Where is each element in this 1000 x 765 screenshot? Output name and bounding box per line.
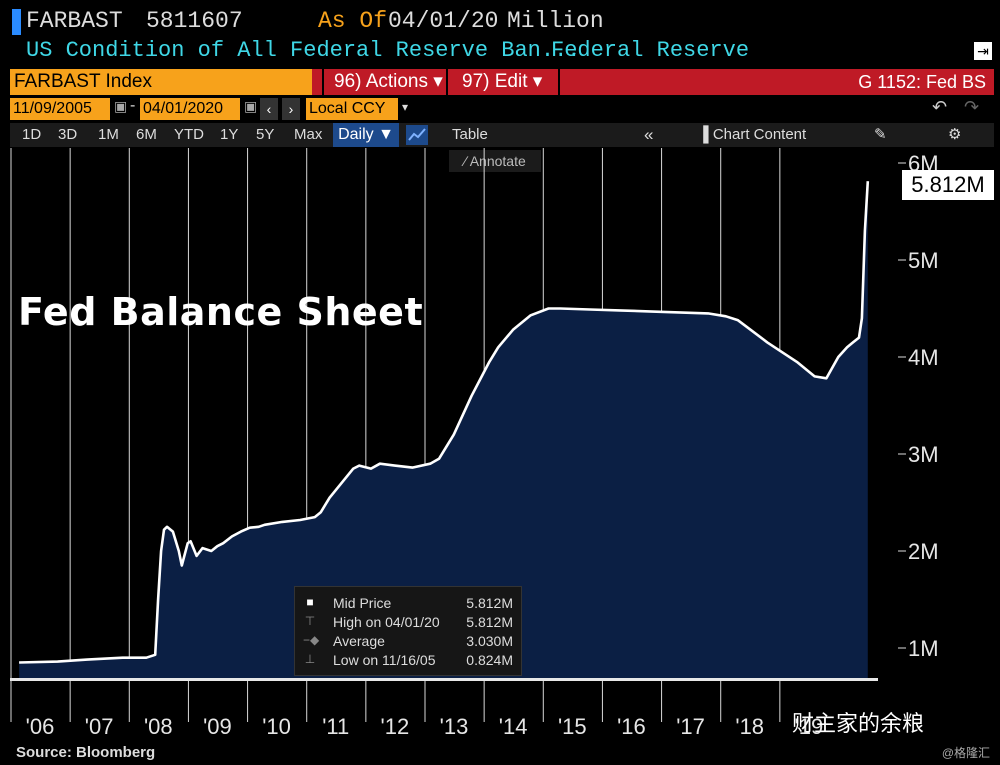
edit-menu[interactable]: 97) Edit ▾ (462, 71, 543, 92)
watermark-handle: @格隆汇 (941, 746, 990, 760)
last-value-badge: 5.812M (902, 170, 994, 200)
undo-icon[interactable]: ↶ (932, 97, 948, 117)
watermark: 财主家的余粮 (792, 711, 925, 736)
chevron-down-icon[interactable]: ▾ (402, 100, 409, 114)
timeframe-ytd[interactable]: YTD (174, 126, 204, 143)
function-code: G 1152: Fed BS (858, 72, 986, 92)
x-tick-label: '07 (85, 714, 114, 739)
x-tick-label: '11 (322, 714, 349, 739)
security-header: FARBAST 5811607 As Of 04/01/20 Million (0, 4, 1000, 36)
x-tick-label: '10 (262, 714, 291, 739)
chart-title: Fed Balance Sheet (18, 290, 424, 334)
table-button[interactable]: Table (452, 126, 488, 143)
x-tick-label: '08 (144, 714, 173, 739)
y-tick-label: 5M (908, 248, 939, 273)
chart-content-label: Chart Content (712, 126, 807, 143)
legend-box: ■ Mid Price 5.812M ⊤ High on 04/01/20 5.… (294, 586, 522, 676)
pencil-icon: ∕ (464, 153, 467, 169)
x-tick-label: '06 (26, 714, 55, 739)
x-tick-label: '17 (676, 714, 705, 739)
y-tick-label: 2M (908, 539, 939, 564)
timeframe-1m[interactable]: 1M (98, 126, 119, 143)
x-tick-label: '14 (499, 714, 528, 739)
high-marker-icon: ⊤ (304, 614, 316, 628)
export-icon[interactable]: ⇥ (974, 42, 992, 60)
y-tick-label: 1M (908, 636, 939, 661)
collapse-icon[interactable]: « (644, 125, 654, 144)
area-fill (19, 181, 868, 678)
timeframe-5y[interactable]: 5Y (256, 126, 275, 143)
start-date-input[interactable]: 11/09/2005 (10, 98, 110, 120)
x-tick-label: '12 (381, 714, 410, 739)
unit-label: Million (507, 8, 604, 34)
currency-select[interactable]: Local CCY (306, 98, 398, 120)
divider (446, 69, 448, 95)
timeframe-3d[interactable]: 3D (58, 126, 78, 143)
legend-label: Mid Price (333, 595, 392, 611)
timeframe-bar: 1D 3D 1M 6M YTD 1Y 5Y Max Daily ▼ Table … (10, 123, 994, 147)
x-axis-baseline (10, 678, 878, 681)
asof-date: 04/01/20 (388, 8, 499, 34)
prev-period-button[interactable]: ‹ (260, 98, 278, 120)
source-name: Federal Reserve (551, 38, 750, 63)
low-marker-icon: ⊥ (304, 652, 316, 666)
x-tick-label: '15 (558, 714, 587, 739)
y-tick-label: 4M (908, 345, 939, 370)
timeframe-max[interactable]: Max (294, 126, 323, 143)
legend-square-icon: ■ (306, 595, 314, 609)
x-tick-label: '13 (440, 714, 469, 739)
divider (558, 69, 560, 95)
edit-chart-icon[interactable]: ✎ (874, 126, 887, 143)
x-tick-label: '19 (795, 714, 824, 739)
legend-label: High on 04/01/20 (333, 614, 440, 630)
divider (322, 69, 324, 95)
chart-area-layer (19, 181, 870, 678)
frequency-select[interactable]: Daily ▼ (333, 123, 399, 147)
range-dash: - (130, 97, 136, 114)
legend-value: 5.812M (466, 595, 513, 611)
legend-label: Average (333, 633, 385, 649)
legend-value: 3.030M (466, 633, 513, 649)
ticker-value: 5811607 (146, 8, 243, 34)
date-range-bar: 11/09/2005 ▣ - 04/01/2020 ▣ ‹ › Local CC… (10, 97, 994, 121)
next-period-button[interactable]: › (282, 98, 300, 120)
legend-value: 0.824M (466, 652, 513, 668)
ticker-code: FARBAST (26, 8, 123, 34)
end-date-input[interactable]: 04/01/2020 (140, 98, 240, 120)
function-bar: FARBAST Index 96) Actions ▾ 97) Edit ▾ G… (10, 69, 994, 95)
timeframe-1d[interactable]: 1D (22, 126, 42, 143)
legend-label: Low on 11/16/05 (333, 652, 436, 668)
average-marker-icon: −◆ (303, 633, 320, 647)
x-tick-label: '09 (203, 714, 232, 739)
index-name-field[interactable]: FARBAST Index (10, 69, 312, 95)
timeframe-1y[interactable]: 1Y (220, 126, 239, 143)
y-tick-label: 3M (908, 442, 939, 467)
asof-label: As Of (318, 8, 388, 34)
security-description: US Condition of All Federal Reserve Ban.… (0, 38, 1000, 66)
gear-icon[interactable]: ⚙ (948, 126, 962, 143)
x-tick-label: '16 (617, 714, 646, 739)
line-chart-icon[interactable] (406, 125, 428, 145)
calendar-icon[interactable]: ▣ (244, 98, 258, 114)
timeframe-6m[interactable]: 6M (136, 126, 157, 143)
actions-menu[interactable]: 96) Actions ▾ (334, 71, 443, 92)
description-text: US Condition of All Federal Reserve Ban.… (26, 38, 581, 63)
security-marker (12, 9, 21, 35)
redo-icon[interactable]: ↷ (964, 97, 980, 117)
series-line (19, 181, 870, 664)
calendar-icon[interactable]: ▣ (114, 98, 128, 114)
legend-value: 5.812M (466, 614, 513, 630)
bar-chart-icon: ▐ (698, 126, 709, 143)
source-note: Source: Bloomberg (16, 744, 156, 761)
chart-content-button[interactable]: ▐ Chart Content (698, 123, 806, 147)
x-tick-label: '18 (735, 714, 764, 739)
